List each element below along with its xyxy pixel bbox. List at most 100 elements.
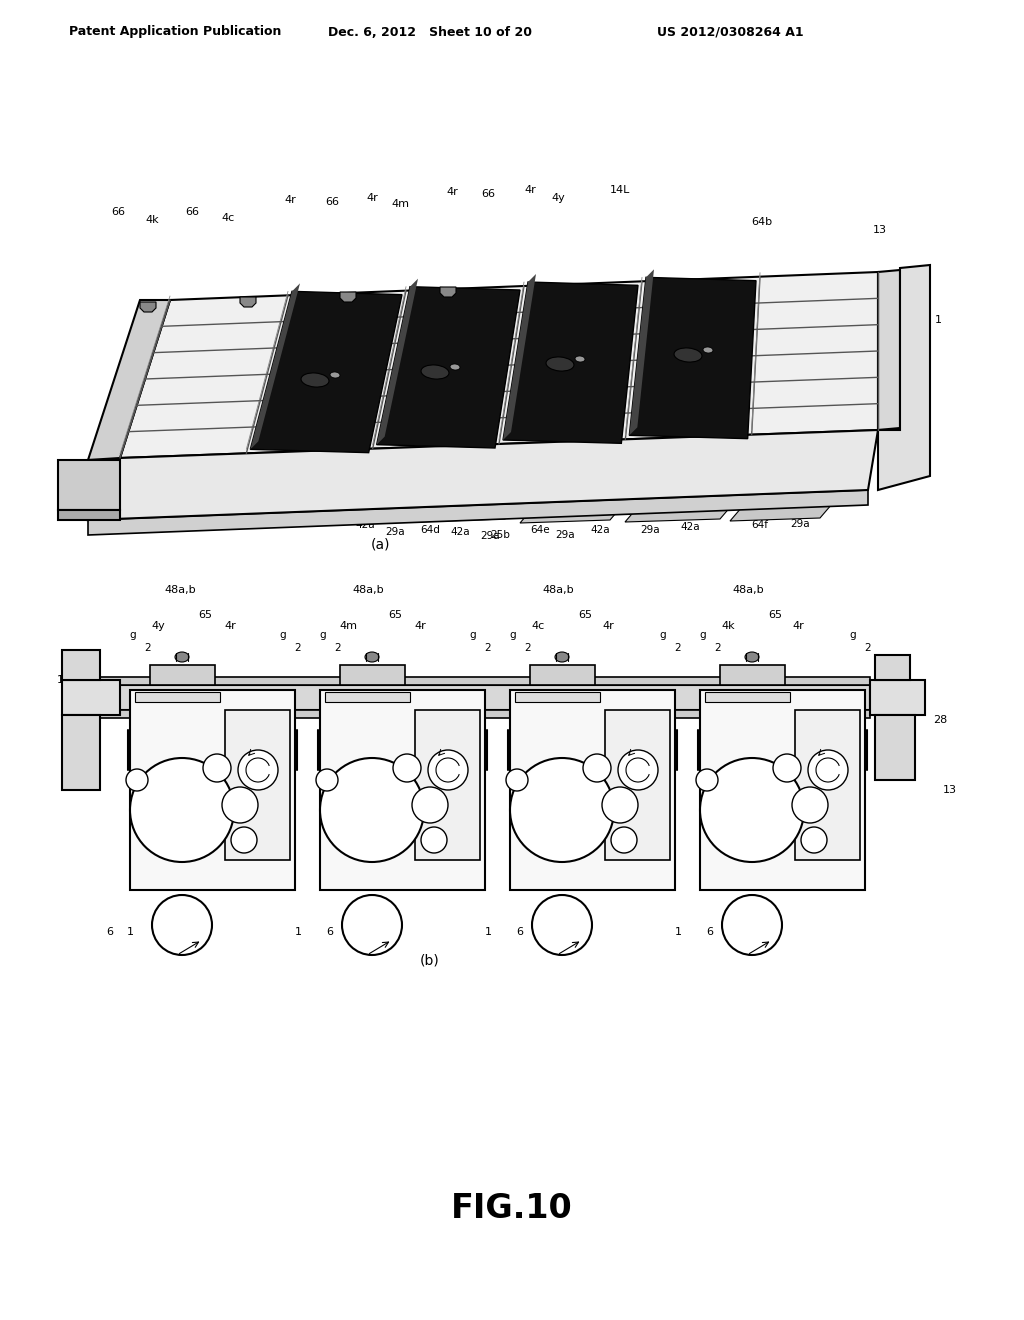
Text: 1: 1: [935, 315, 941, 325]
Ellipse shape: [546, 356, 574, 371]
Text: 4r: 4r: [602, 620, 613, 631]
Text: 14L: 14L: [610, 185, 630, 195]
Bar: [874, 655, 910, 680]
Text: 4r: 4r: [446, 187, 458, 197]
Bar: [720, 665, 785, 685]
Circle shape: [393, 754, 421, 781]
Text: 29a: 29a: [555, 531, 574, 540]
Text: (b): (b): [420, 953, 440, 968]
Text: g: g: [470, 630, 476, 640]
Text: 64f: 64f: [752, 520, 768, 531]
Text: 42a: 42a: [590, 525, 610, 535]
Text: 4k: 4k: [145, 215, 159, 224]
Circle shape: [316, 770, 338, 791]
Text: 1: 1: [295, 927, 301, 937]
Polygon shape: [377, 279, 418, 445]
Circle shape: [319, 758, 424, 862]
Polygon shape: [120, 272, 878, 458]
Circle shape: [700, 758, 804, 862]
Bar: [874, 715, 915, 780]
Text: Dec. 6, 2012   Sheet 10 of 20: Dec. 6, 2012 Sheet 10 of 20: [328, 25, 532, 38]
Text: 64: 64: [825, 462, 839, 473]
Circle shape: [412, 787, 449, 822]
Text: 2: 2: [484, 643, 492, 653]
Text: Q2: Q2: [357, 942, 373, 953]
Bar: [62, 715, 100, 789]
Text: 42a: 42a: [451, 527, 470, 537]
Circle shape: [602, 787, 638, 822]
Circle shape: [808, 750, 848, 789]
Text: g: g: [659, 630, 667, 640]
Circle shape: [342, 895, 402, 954]
Polygon shape: [315, 484, 435, 523]
Text: 2: 2: [524, 643, 531, 653]
Text: 13: 13: [943, 785, 957, 795]
Polygon shape: [520, 484, 640, 523]
Circle shape: [801, 828, 827, 853]
Ellipse shape: [745, 652, 759, 663]
Text: 25a: 25a: [364, 515, 383, 525]
Circle shape: [618, 750, 658, 789]
Text: 2: 2: [675, 643, 681, 653]
Text: 65: 65: [693, 329, 707, 339]
Text: 14R: 14R: [57, 675, 79, 685]
Text: g: g: [280, 630, 287, 640]
Text: Patent Application Publication: Patent Application Publication: [69, 25, 282, 38]
Polygon shape: [88, 490, 868, 535]
Text: 2: 2: [335, 643, 341, 653]
Text: 42a: 42a: [680, 521, 699, 532]
Bar: [340, 665, 406, 685]
Text: 65: 65: [323, 352, 337, 363]
Text: 42a: 42a: [260, 495, 280, 506]
Text: 2: 2: [864, 643, 871, 653]
Text: 6: 6: [106, 927, 114, 937]
Circle shape: [428, 750, 468, 789]
Text: 40: 40: [252, 766, 264, 775]
Text: 4r: 4r: [284, 195, 296, 205]
Text: 4y: 4y: [152, 620, 165, 631]
Bar: [415, 710, 480, 861]
Text: Q2: Q2: [167, 942, 183, 953]
Text: 6: 6: [327, 927, 334, 937]
Polygon shape: [878, 271, 900, 430]
Polygon shape: [630, 269, 654, 436]
Text: 13: 13: [873, 224, 887, 235]
Text: Q2: Q2: [737, 942, 753, 953]
Bar: [62, 649, 100, 680]
Circle shape: [238, 750, 278, 789]
Ellipse shape: [575, 356, 585, 362]
Text: 64f: 64f: [853, 436, 871, 445]
Text: 4r: 4r: [524, 185, 536, 195]
Text: 29a: 29a: [385, 527, 404, 537]
Text: 4k: 4k: [721, 620, 735, 631]
Bar: [130, 690, 295, 890]
Ellipse shape: [301, 374, 329, 387]
Text: 6: 6: [60, 780, 68, 789]
Circle shape: [130, 758, 234, 862]
Text: 64c: 64c: [321, 515, 340, 525]
Text: 2: 2: [715, 643, 721, 653]
Text: g: g: [130, 630, 136, 640]
Circle shape: [152, 895, 212, 954]
Circle shape: [231, 828, 257, 853]
Bar: [530, 665, 595, 685]
Circle shape: [696, 770, 718, 791]
Text: g: g: [699, 630, 707, 640]
Circle shape: [722, 895, 782, 954]
Text: 65: 65: [388, 610, 402, 620]
Text: 4m: 4m: [391, 199, 409, 209]
Text: 66: 66: [111, 207, 125, 216]
Bar: [870, 680, 925, 715]
Polygon shape: [878, 265, 930, 490]
Text: 4r: 4r: [414, 620, 426, 631]
Text: Q2: Q2: [547, 942, 563, 953]
Polygon shape: [503, 275, 536, 440]
Text: 42: 42: [193, 927, 207, 937]
Text: 29: 29: [728, 927, 742, 937]
Ellipse shape: [330, 372, 340, 378]
Text: 65: 65: [198, 610, 212, 620]
Circle shape: [773, 754, 801, 781]
Polygon shape: [250, 292, 402, 453]
Text: (a): (a): [371, 539, 390, 552]
Circle shape: [792, 787, 828, 822]
